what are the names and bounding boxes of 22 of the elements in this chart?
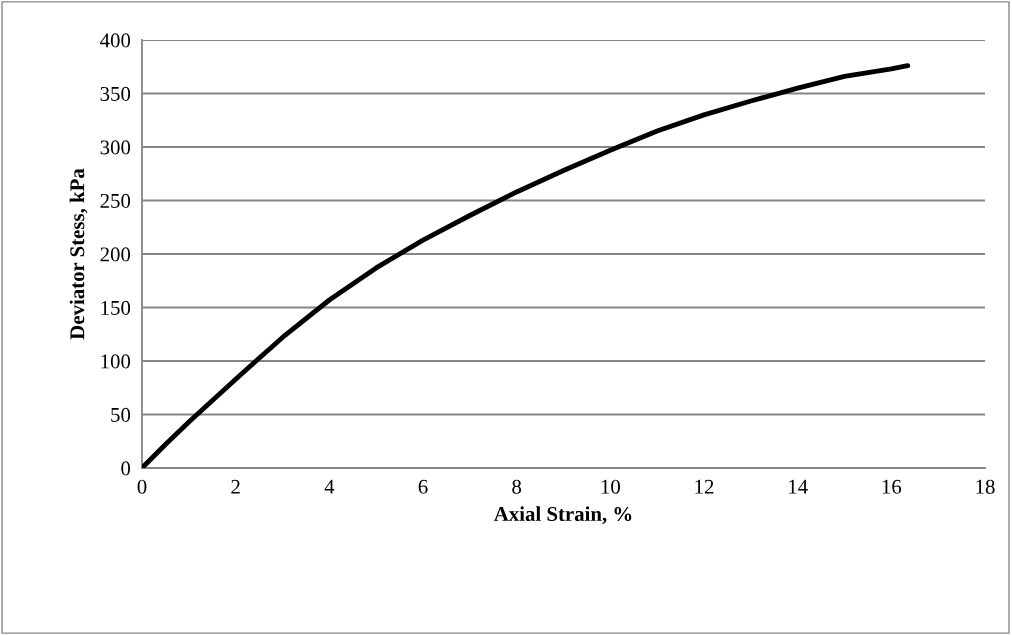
x-tick-label: 18	[976, 479, 995, 494]
x-tick-label: 14	[789, 479, 808, 494]
y-tick-label: 50	[111, 407, 131, 422]
x-tick-label: 16	[882, 479, 902, 494]
x-tick-label: 0	[137, 479, 147, 494]
x-tick-label: 8	[512, 479, 522, 494]
y-tick-label: 400	[100, 33, 131, 48]
x-tick-label: 10	[601, 479, 620, 494]
y-tick-label: 0	[121, 461, 131, 476]
y-tick-label: 100	[101, 354, 131, 369]
x-tick-label: 12	[695, 479, 714, 494]
x-tick-label: 2	[231, 479, 240, 494]
y-tick-label: 200	[100, 247, 131, 262]
x-axis-title: Axial Strain, %	[493, 506, 632, 525]
y-tick-label: 300	[100, 140, 131, 155]
y-tick-label: 250	[100, 193, 131, 208]
y-tick-label: 150	[101, 300, 131, 315]
line-series	[142, 63, 911, 468]
y-tick-label: 350	[100, 86, 131, 101]
x-tick-label: 4	[324, 479, 335, 494]
y-axis-title: Deviator Stess, kPa	[69, 168, 88, 340]
x-tick-label: 6	[418, 479, 428, 494]
